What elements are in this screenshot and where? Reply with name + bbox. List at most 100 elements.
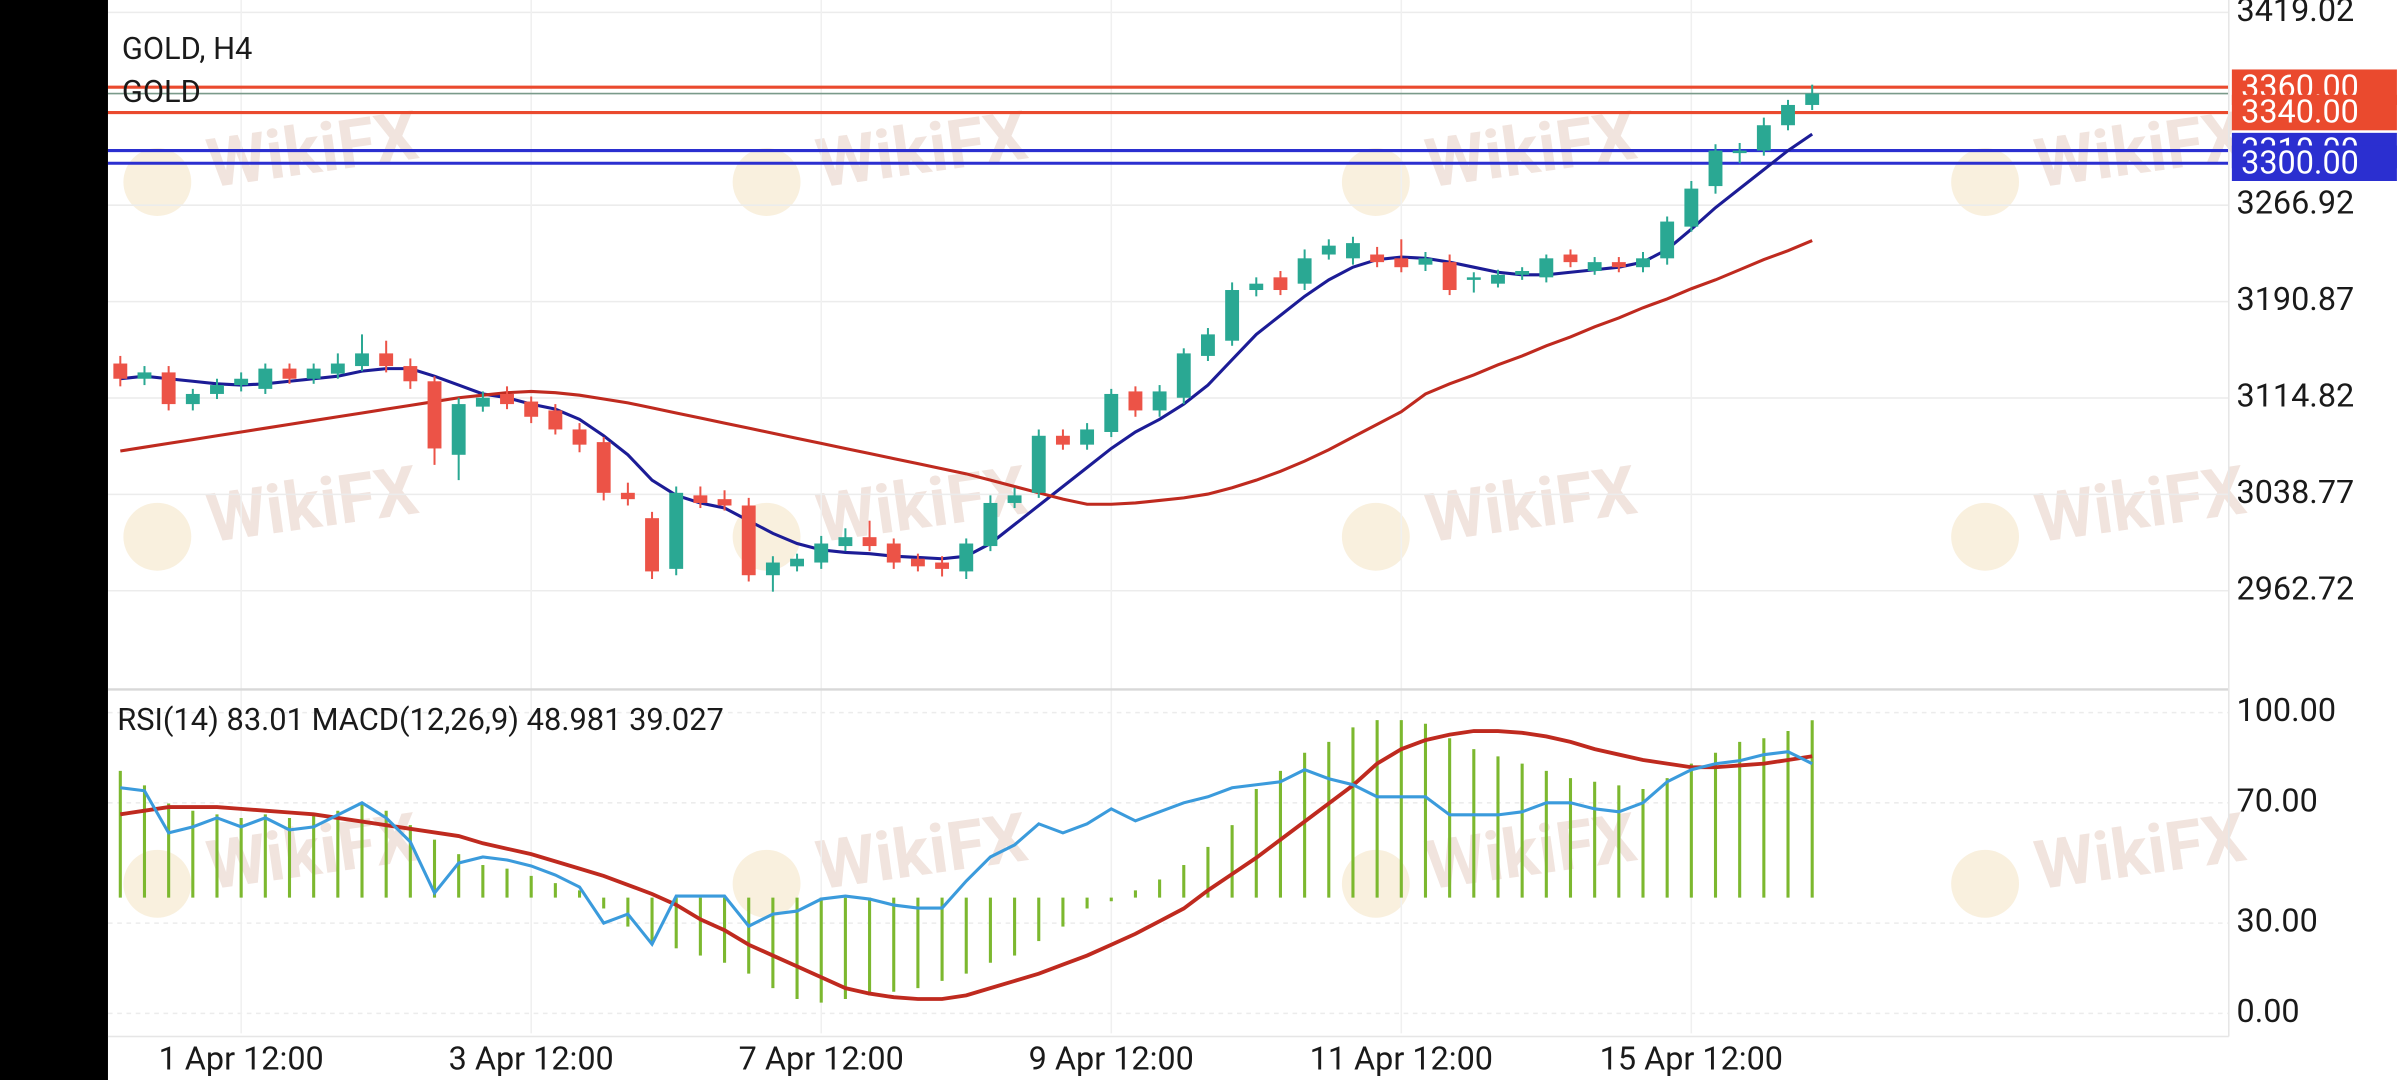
candle-body <box>814 543 829 563</box>
watermark-icon <box>1951 849 2020 918</box>
candle-body <box>234 378 249 386</box>
candle-body <box>935 562 950 569</box>
candle-body <box>1684 188 1699 227</box>
candle-body <box>330 363 345 374</box>
candle-body <box>1080 429 1095 445</box>
candle-body <box>524 401 539 417</box>
candle-body <box>1805 93 1820 105</box>
candle-body <box>355 353 369 367</box>
candle-body <box>1611 262 1626 268</box>
candle-body <box>161 372 176 405</box>
candle-body <box>137 372 152 379</box>
candle-body <box>838 537 853 547</box>
price-line-label-box <box>2231 145 2397 181</box>
y-tick-label: 3419.02 <box>2237 0 2355 29</box>
watermark-icon <box>732 148 801 216</box>
signal-line <box>120 729 1813 1001</box>
candle-body <box>113 363 128 379</box>
rsi-line <box>120 750 1813 948</box>
candle-body <box>1660 221 1675 259</box>
candle-body <box>379 353 394 367</box>
price-line-label: 3340.00 <box>2241 93 2359 131</box>
candle-body <box>1031 435 1046 493</box>
watermark-icon <box>123 502 192 571</box>
candle-body <box>1370 254 1385 263</box>
indicator-tick-label: 100.00 <box>2237 691 2337 729</box>
candle-body <box>500 393 514 405</box>
candle-body <box>1201 334 1215 356</box>
candle-body <box>1781 104 1795 126</box>
candle-body <box>765 562 780 576</box>
price-line-label: 3300.00 <box>2241 143 2359 181</box>
watermark-icon <box>1341 502 1410 571</box>
x-tick-label: 7 Apr 12:00 <box>739 1040 904 1078</box>
watermark-icon <box>1951 502 2020 571</box>
x-tick-label: 3 Apr 12:00 <box>449 1040 614 1078</box>
candle-body <box>620 492 635 500</box>
candle-body <box>910 558 925 567</box>
watermark-icon <box>732 849 801 918</box>
candle-body <box>1708 150 1723 187</box>
candle-body <box>1321 245 1336 255</box>
candle-body <box>1732 150 1747 154</box>
candle-body <box>862 537 877 547</box>
candle-body <box>645 518 659 572</box>
axes: 2962.72 3038.77 3114.82 3190.87 3266.92 3419.… <box>159 0 2397 1078</box>
candle-body <box>790 558 804 567</box>
indicator-tick-label: 0.00 <box>2237 992 2300 1030</box>
watermark-icon <box>1341 148 1410 216</box>
candle-body <box>1394 258 1409 268</box>
candle-body <box>1346 243 1360 259</box>
candle-body <box>1466 277 1481 280</box>
candle-body <box>669 492 684 569</box>
candle-body <box>403 366 418 382</box>
candle-body <box>1249 283 1264 291</box>
candle-body <box>1152 391 1167 411</box>
candle-body <box>1515 271 1530 275</box>
candle-body <box>548 410 563 430</box>
symbol-label: GOLD <box>122 73 201 110</box>
candle-body <box>1055 435 1070 445</box>
candle-body <box>1176 353 1191 398</box>
candle-body <box>1636 258 1650 268</box>
candle-body <box>983 502 998 547</box>
candle-body <box>1563 254 1578 263</box>
candle-body <box>1491 274 1505 284</box>
candle-body <box>1225 290 1240 341</box>
candle-body <box>1007 495 1022 503</box>
candle-body <box>1587 262 1602 272</box>
candle-body <box>1273 277 1288 291</box>
candle-body <box>959 543 974 572</box>
candle-body <box>210 385 224 394</box>
candle-body <box>451 404 466 455</box>
chart-title: GOLD, H4 <box>122 30 253 67</box>
candle-body <box>596 442 611 493</box>
candle-body <box>1418 258 1433 265</box>
y-tick-label: 2962.72 <box>2237 569 2355 607</box>
candle-body <box>1104 393 1119 432</box>
indicator-tick-label: 30.00 <box>2237 902 2318 940</box>
y-tick-label: 3038.77 <box>2237 473 2355 511</box>
watermark-icon <box>1951 148 2020 216</box>
x-tick-label: 11 Apr 12:00 <box>1310 1040 1493 1078</box>
indicator-label: RSI(14) 83.01 MACD(12,26,9) 48.981 39.02… <box>117 701 724 738</box>
candle-body <box>1756 125 1771 151</box>
x-tick-label: 9 Apr 12:00 <box>1029 1040 1194 1078</box>
candle-body <box>886 543 901 563</box>
y-tick-label: 3266.92 <box>2237 184 2355 222</box>
candle-body <box>572 429 587 445</box>
candle-body <box>475 397 490 407</box>
candle-body <box>693 495 708 503</box>
left-strip <box>0 0 108 1080</box>
moving-average <box>120 239 1813 506</box>
indicator-tick-label: 70.00 <box>2237 781 2318 819</box>
candle-body <box>306 368 321 379</box>
candle-body <box>1128 391 1143 411</box>
y-tick-label: 3190.87 <box>2237 280 2355 318</box>
marks <box>107 84 2229 1003</box>
candle-body <box>258 368 273 389</box>
candle-body <box>717 499 732 506</box>
price-line-label-box <box>2231 94 2397 131</box>
